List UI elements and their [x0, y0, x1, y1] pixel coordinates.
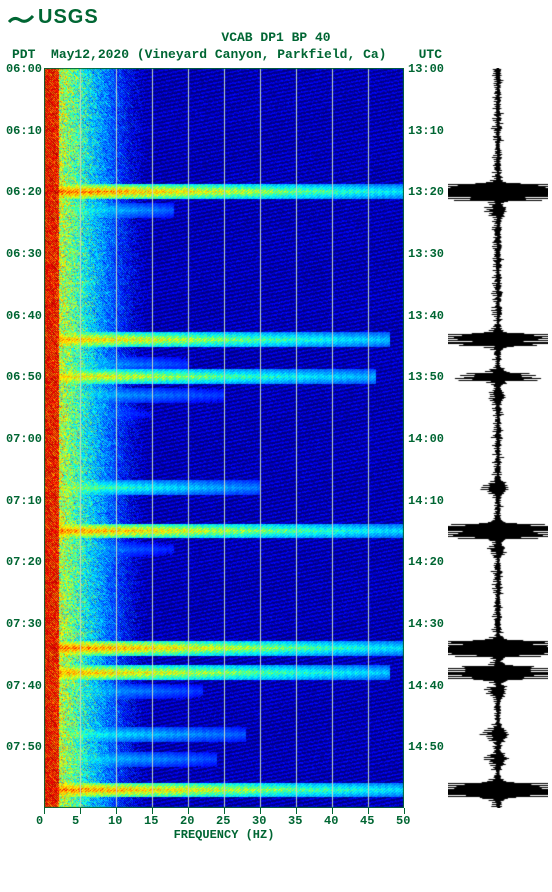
chart-title: VCAB DP1 BP 40 [0, 30, 552, 47]
y-tick-left: 06:00 [0, 62, 42, 76]
x-tick-label: 20 [180, 814, 194, 828]
spectrogram-heatmap [44, 68, 404, 808]
plot-area: 06:0013:0006:1013:1006:2013:2006:3013:30… [0, 68, 552, 838]
y-tick-left: 06:40 [0, 309, 42, 323]
y-tick-right: 13:40 [408, 309, 444, 323]
x-tick-label: 30 [252, 814, 266, 828]
y-tick-left: 06:10 [0, 124, 42, 138]
x-tick-label: 45 [360, 814, 374, 828]
y-tick-right: 13:20 [408, 185, 444, 199]
y-tick-right: 13:00 [408, 62, 444, 76]
chart-container: VCAB DP1 BP 40 PDT May12,2020 (Vineyard … [0, 30, 552, 838]
y-tick-left: 06:30 [0, 247, 42, 261]
x-tick-label: 5 [72, 814, 79, 828]
y-tick-right: 14:20 [408, 555, 444, 569]
x-tick [44, 808, 45, 814]
x-axis-title: FREQUENCY (HZ) [44, 828, 404, 842]
y-tick-right: 13:50 [408, 370, 444, 384]
x-tick [404, 808, 405, 814]
x-tick-label: 15 [144, 814, 158, 828]
y-tick-left: 07:00 [0, 432, 42, 446]
y-tick-right: 14:00 [408, 432, 444, 446]
y-tick-right: 14:30 [408, 617, 444, 631]
waveform-trace [448, 68, 548, 808]
x-tick-label: 50 [396, 814, 410, 828]
y-tick-left: 07:20 [0, 555, 42, 569]
y-tick-left: 07:30 [0, 617, 42, 631]
x-tick [368, 808, 369, 814]
chart-subtitle: PDT May12,2020 (Vineyard Canyon, Parkfie… [0, 47, 552, 62]
y-tick-left: 07:40 [0, 679, 42, 693]
x-tick [296, 808, 297, 814]
x-tick [332, 808, 333, 814]
y-tick-right: 13:30 [408, 247, 444, 261]
x-tick [260, 808, 261, 814]
y-tick-right: 14:10 [408, 494, 444, 508]
usgs-logo: USGS [8, 6, 99, 29]
x-tick-label: 10 [108, 814, 122, 828]
x-tick-label: 0 [36, 814, 43, 828]
y-tick-right: 14:40 [408, 679, 444, 693]
y-tick-left: 07:50 [0, 740, 42, 754]
x-tick [152, 808, 153, 814]
x-tick-label: 35 [288, 814, 302, 828]
x-tick-label: 25 [216, 814, 230, 828]
y-tick-right: 14:50 [408, 740, 444, 754]
x-tick [224, 808, 225, 814]
x-tick-label: 40 [324, 814, 338, 828]
x-tick [188, 808, 189, 814]
y-tick-left: 07:10 [0, 494, 42, 508]
y-tick-left: 06:20 [0, 185, 42, 199]
y-tick-right: 13:10 [408, 124, 444, 138]
x-tick [80, 808, 81, 814]
y-tick-left: 06:50 [0, 370, 42, 384]
x-tick [116, 808, 117, 814]
